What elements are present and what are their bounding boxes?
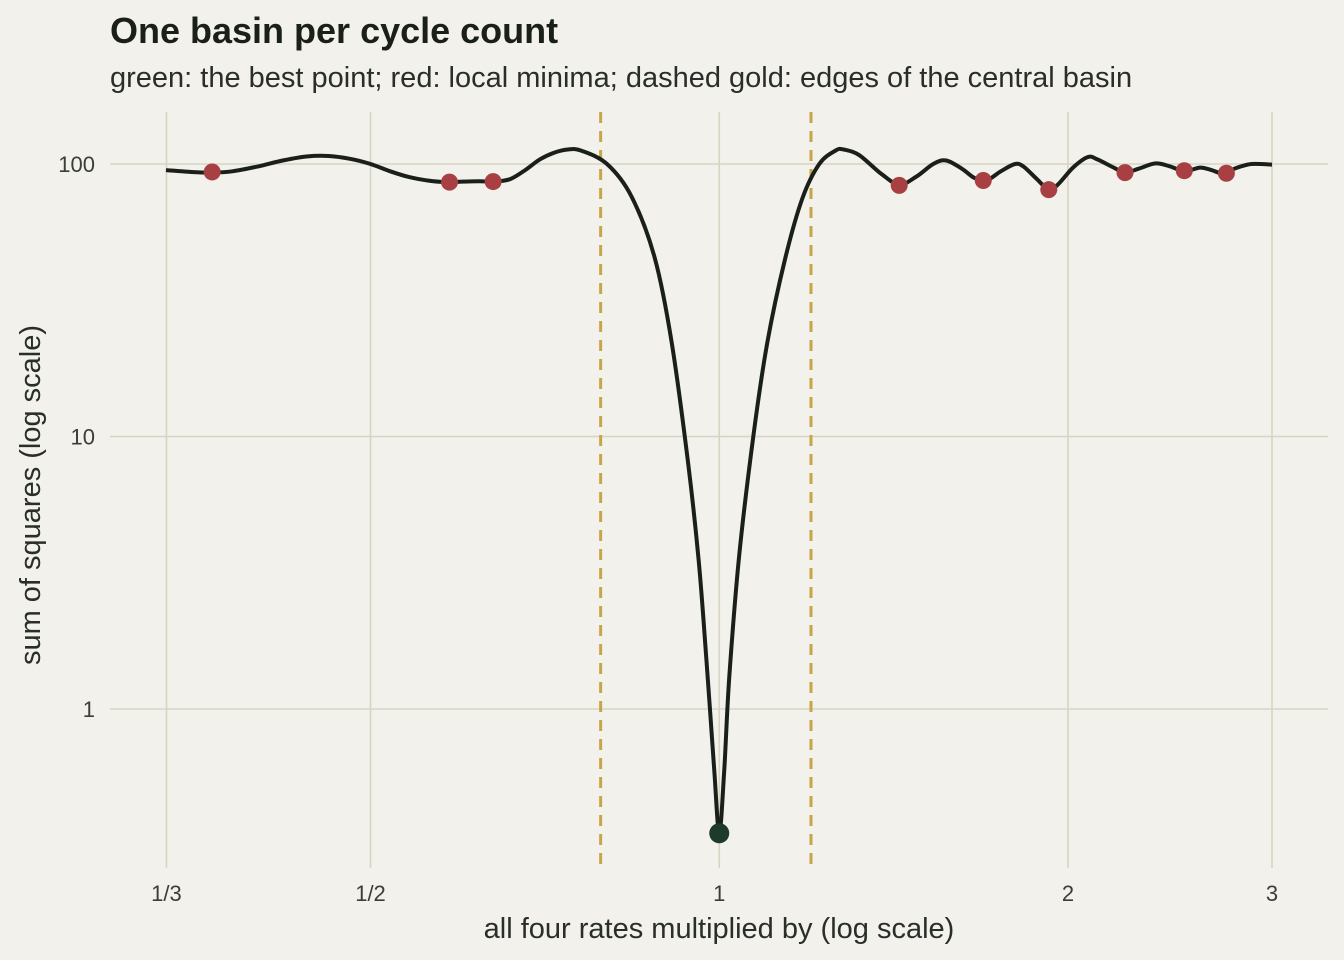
points-layer — [203, 162, 1235, 844]
curve-layer — [165, 146, 1273, 836]
x-tick-label: 1/3 — [151, 881, 182, 906]
best-point — [709, 823, 730, 844]
x-tick-label: 1 — [713, 881, 725, 906]
local-minimum-point — [974, 171, 992, 189]
local-minimum-point — [484, 173, 502, 191]
tick-labels: 1/3 1/2 1 2 3 1 10 100 — [58, 152, 1278, 906]
local-minimum-point — [890, 176, 908, 194]
chart-subtitle: green: the best point; red: local minima… — [110, 62, 1133, 94]
x-tick-label: 2 — [1062, 881, 1074, 906]
local-minimum-point — [1040, 181, 1058, 199]
y-axis-title: sum of squares (log scale) — [15, 325, 47, 665]
local-minimum-point — [441, 173, 459, 191]
local-minimum-point — [1116, 164, 1134, 182]
y-tick-label: 1 — [83, 697, 95, 722]
x-tick-label: 3 — [1266, 881, 1278, 906]
basin-edge-lines — [599, 112, 813, 868]
y-tick-label: 100 — [58, 152, 95, 177]
local-minimum-point — [203, 163, 221, 181]
y-tick-label: 10 — [71, 425, 95, 450]
grid-lines — [110, 112, 1328, 868]
local-minimum-point — [1175, 162, 1193, 180]
local-minimum-point — [1217, 164, 1235, 182]
x-tick-label: 1/2 — [355, 881, 386, 906]
x-axis-title: all four rates multiplied by (log scale) — [484, 913, 955, 945]
chart-title: One basin per cycle count — [110, 10, 559, 51]
sum-of-squares-curve — [165, 146, 1273, 836]
